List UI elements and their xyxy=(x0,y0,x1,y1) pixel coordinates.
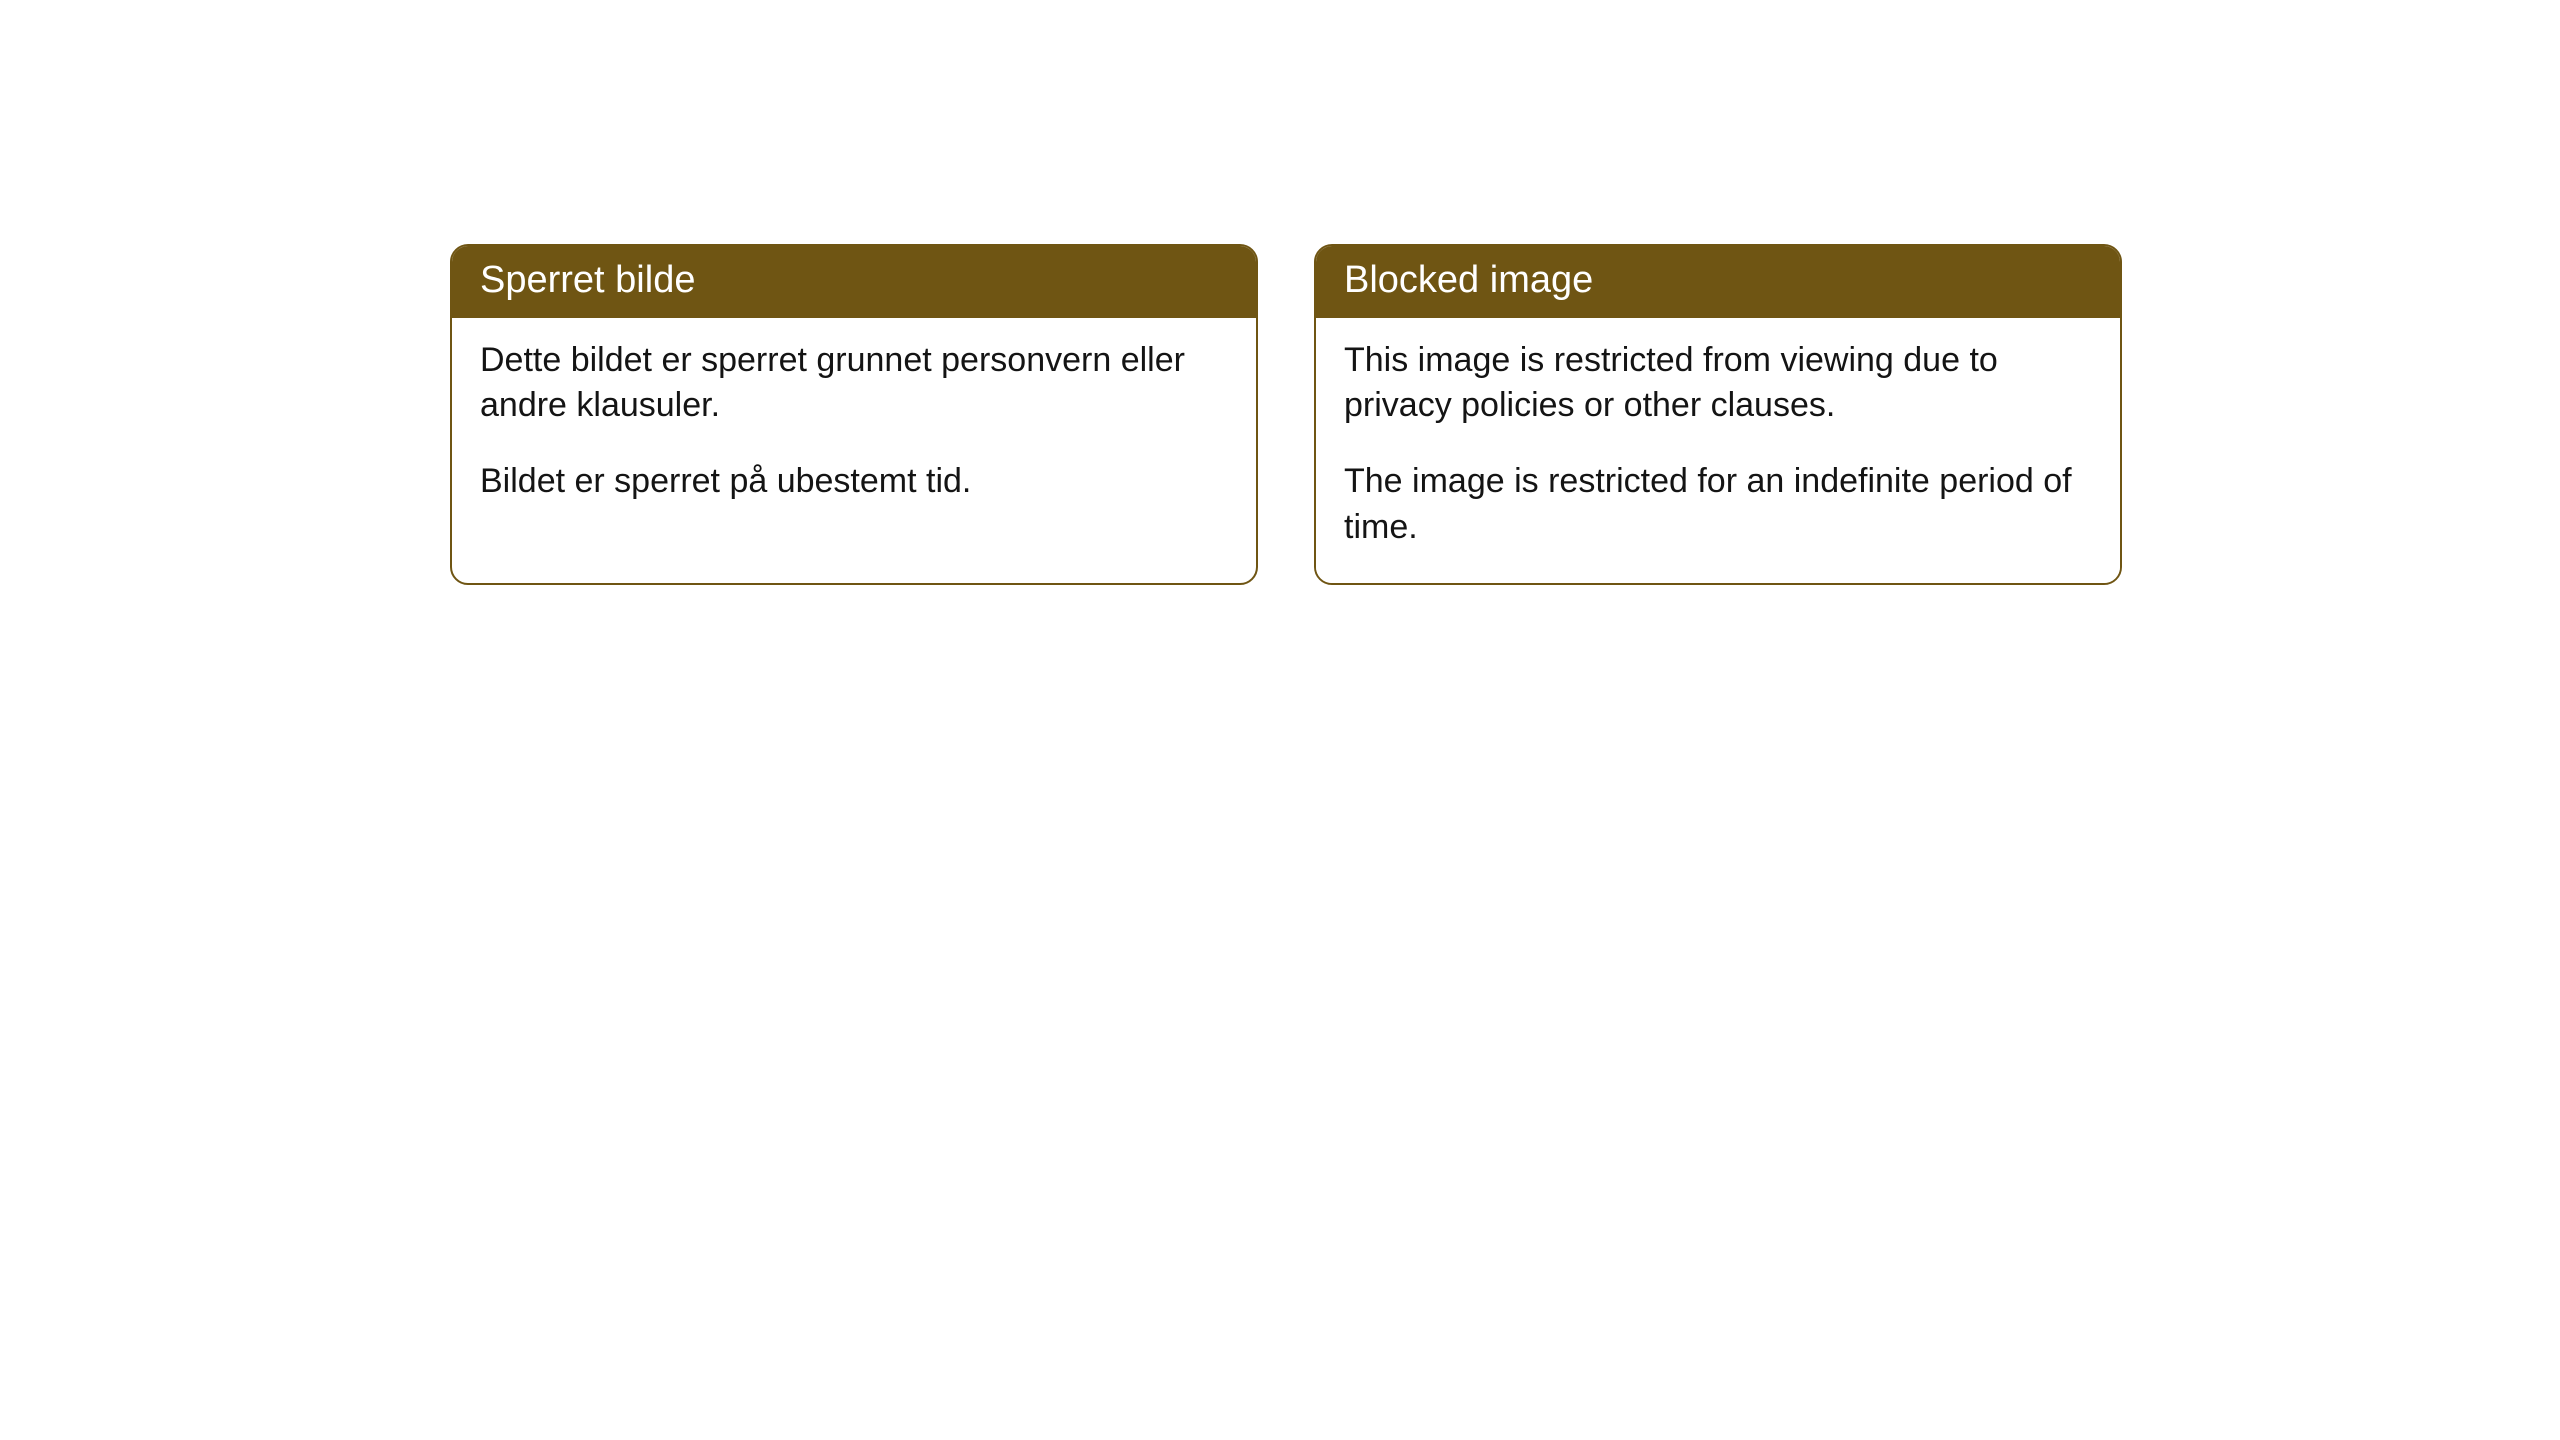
notice-header: Blocked image xyxy=(1316,246,2120,318)
notice-card-english: Blocked image This image is restricted f… xyxy=(1314,244,2122,585)
notice-paragraph: The image is restricted for an indefinit… xyxy=(1344,459,2092,551)
notice-paragraph: This image is restricted from viewing du… xyxy=(1344,338,2092,430)
notice-paragraph: Bildet er sperret på ubestemt tid. xyxy=(480,459,1228,505)
notice-cards-container: Sperret bilde Dette bildet er sperret gr… xyxy=(450,244,2122,585)
notice-header: Sperret bilde xyxy=(452,246,1256,318)
notice-paragraph: Dette bildet er sperret grunnet personve… xyxy=(480,338,1228,430)
notice-card-norwegian: Sperret bilde Dette bildet er sperret gr… xyxy=(450,244,1258,585)
notice-body: This image is restricted from viewing du… xyxy=(1316,318,2120,584)
notice-body: Dette bildet er sperret grunnet personve… xyxy=(452,318,1256,538)
